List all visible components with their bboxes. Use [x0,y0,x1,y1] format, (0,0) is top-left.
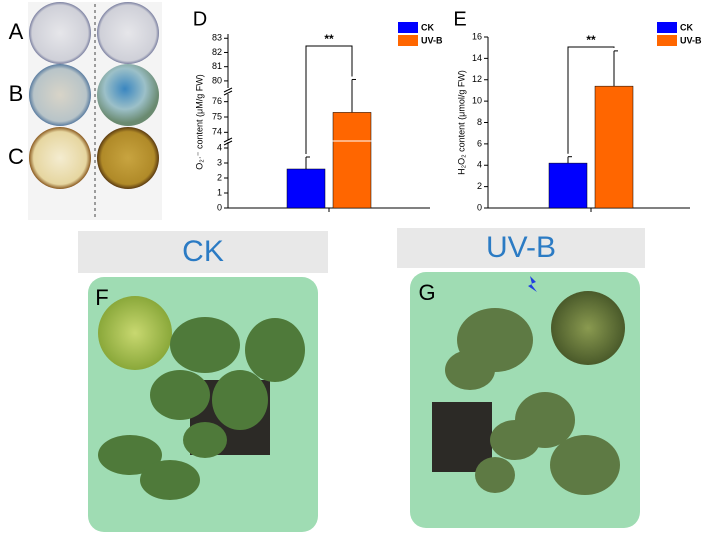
plant [98,317,305,500]
panel-label: C [8,144,24,169]
y-tick-label: 4 [477,160,482,170]
uv-icon [528,276,537,292]
y-tick-label: 14 [472,53,482,63]
legend-label: CK [680,22,693,32]
panel-label: A [9,19,24,44]
panel-label: B [9,81,24,106]
axis-break [223,90,233,96]
panel-label: G [418,280,435,305]
caption-box [397,228,645,268]
leaf-disc [29,127,91,189]
y-tick-label: 16 [472,31,482,41]
y-axis-label: O₂·⁻ content (μM/g FW) [194,74,204,169]
axis-break [223,87,233,93]
legend-swatch [657,22,677,33]
panel-label: E [453,8,466,30]
bar [286,168,326,209]
significance-label: ** [324,32,334,46]
caption: UV-B [486,231,556,264]
y-tick-label: 75 [212,111,222,121]
y-axis-label: H₂O₂ content (μmol/g FW) [456,70,466,175]
bar-break [332,140,372,142]
caption: CK [182,235,224,268]
y-tick-label: 82 [212,47,222,57]
plant [445,308,620,495]
y-tick-label: 0 [477,202,482,212]
leaf-disc [29,2,91,64]
y-tick-label: 1 [217,187,222,197]
leaf-inset [551,291,625,365]
legend-label: UV-B [680,35,702,45]
y-tick-label: 0 [217,202,222,212]
bar [594,85,634,209]
axis-break [223,137,233,143]
legend-label: CK [421,22,434,32]
y-tick-label: 83 [212,33,222,43]
y-tick-label: 80 [212,75,222,85]
y-tick-label: 81 [212,61,222,71]
legend-swatch [398,22,418,33]
pot [432,402,492,472]
caption-box [78,231,328,273]
significance-bracket [305,45,353,154]
panel-label: F [95,285,108,310]
leaf-disc [29,64,91,126]
legend-swatch [657,35,677,46]
legend-swatch [398,35,418,46]
leaf-disc [97,2,159,64]
bar [548,162,588,209]
y-tick-label: 74 [212,127,222,137]
y-tick-label: 6 [477,138,482,148]
panel-label: D [193,8,207,30]
y-tick-label: 3 [217,157,222,167]
y-tick-label: 2 [477,181,482,191]
bar [332,112,372,209]
significance-bracket [567,46,615,154]
y-tick-label: 10 [472,96,482,106]
y-tick-label: 76 [212,96,222,106]
y-tick-label: 4 [217,142,222,152]
legend-label: UV-B [421,35,443,45]
leaf-disc [97,127,159,189]
significance-label: ** [586,33,596,47]
axis-break [223,140,233,146]
y-tick-label: 12 [472,74,482,84]
leaf-disc [97,64,159,126]
y-tick-label: 2 [217,172,222,182]
y-tick-label: 8 [477,117,482,127]
plant-photos: CK UV-B F G [78,228,645,532]
leaf-inset [98,296,172,370]
stain-photos: A B C [8,2,162,220]
